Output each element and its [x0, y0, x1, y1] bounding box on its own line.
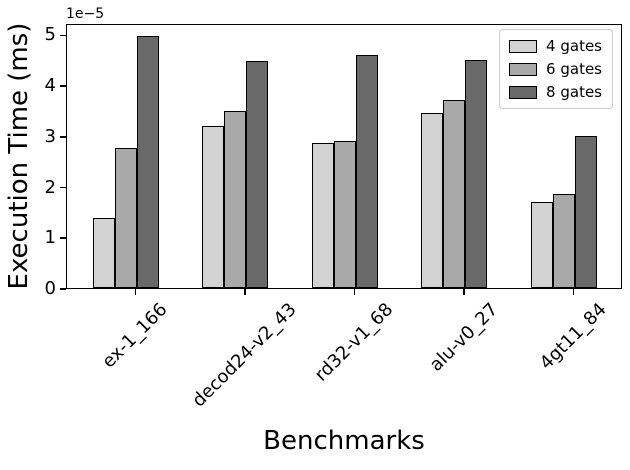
bar-8-gates-decod24-v2_43: [246, 61, 268, 288]
y-tick-mark: [60, 85, 66, 88]
legend-swatch-icon: [509, 62, 538, 76]
legend-item-6-gates: 6 gates: [509, 60, 602, 78]
y-tick-label: 3: [44, 125, 56, 147]
x-tick-label-decod24-v2_43: decod24-v2_43: [188, 299, 301, 412]
y-tick-label: 0: [44, 278, 56, 299]
x-tick-mark: [572, 289, 575, 295]
bar-4-gates-decod24-v2_43: [202, 125, 224, 288]
legend-item-8-gates: 8 gates: [509, 83, 602, 101]
bar-6-gates-4gt11_84: [552, 194, 575, 288]
legend-label: 8 gates: [546, 83, 602, 101]
bar-8-gates-rd32-v1_68: [355, 54, 378, 288]
y-tick-mark: [60, 288, 66, 290]
y-tick-label: 2: [44, 176, 56, 198]
x-axis-title: Benchmarks: [263, 426, 425, 456]
y-tick-mark: [60, 186, 66, 189]
y-axis-title: Execution Time (ms): [4, 22, 34, 290]
legend-item-4-gates: 4 gates: [509, 37, 602, 55]
y-tick-mark: [60, 34, 66, 37]
x-tick-mark: [463, 289, 465, 295]
legend-label: 4 gates: [546, 37, 602, 55]
x-tick-label-4gt11_84: 4gt11_84: [535, 299, 611, 374]
bars-container: [67, 25, 621, 288]
bar-4-gates-ex-1_166: [92, 218, 115, 288]
legend-label: 6 gates: [546, 60, 602, 78]
y-tick-mark: [60, 135, 66, 138]
bar-8-gates-ex-1_166: [136, 35, 159, 288]
y-tick-label: 1: [44, 227, 56, 249]
y-tick-mark: [60, 237, 66, 240]
y-tick-label: 4: [44, 75, 56, 97]
plot-area: 4 gates 6 gates 8 gates: [66, 24, 622, 289]
x-tick-label-ex-1_166: ex-1_166: [98, 299, 172, 373]
bar-4-gates-alu-v0_27: [421, 113, 443, 288]
x-tick-label-rd32-v1_68: rd32-v1_68: [311, 299, 398, 386]
bar-4-gates-rd32-v1_68: [311, 143, 334, 288]
y-tick-label: 5: [44, 24, 56, 46]
bar-6-gates-decod24-v2_43: [224, 110, 246, 288]
bar-4-gates-4gt11_84: [530, 201, 553, 288]
bar-6-gates-rd32-v1_68: [333, 140, 356, 288]
bar-8-gates-4gt11_84: [574, 135, 597, 288]
bar-6-gates-ex-1_166: [114, 147, 137, 288]
x-tick-mark: [244, 289, 246, 295]
x-tick-mark: [134, 289, 137, 295]
legend: 4 gates 6 gates 8 gates: [499, 29, 613, 109]
y-axis-offset-label: 1e−5: [66, 6, 105, 22]
bar-6-gates-alu-v0_27: [443, 100, 465, 288]
bar-8-gates-alu-v0_27: [465, 59, 487, 288]
x-tick-mark: [353, 289, 356, 295]
x-tick-label-alu-v0_27: alu-v0_27: [425, 299, 503, 376]
legend-swatch-icon: [509, 39, 538, 53]
legend-swatch-icon: [509, 85, 538, 99]
